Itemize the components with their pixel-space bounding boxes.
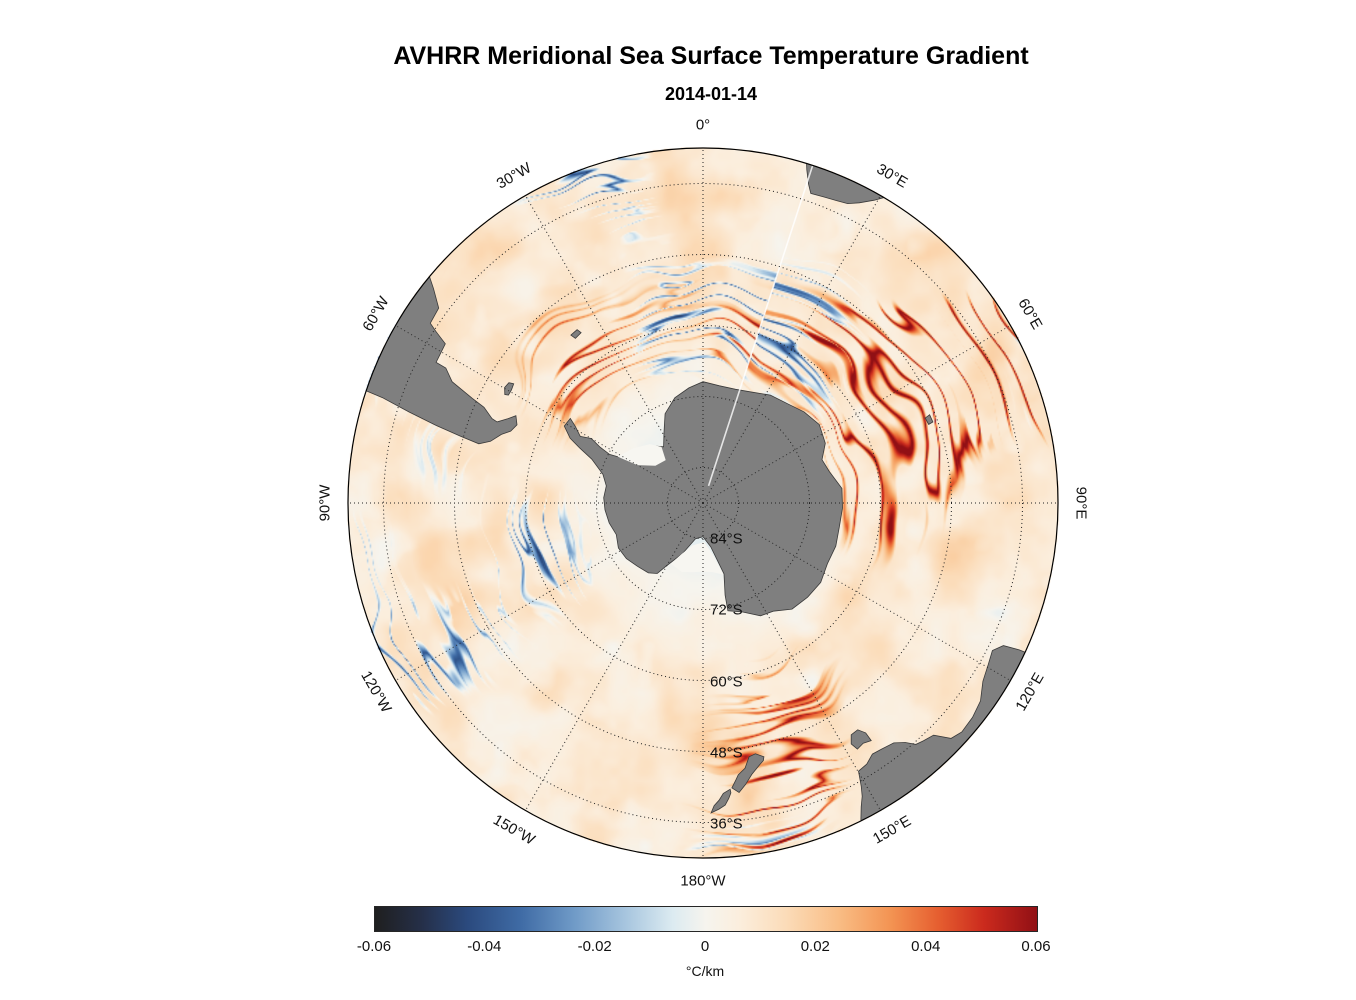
- ice-shelf-ross: [670, 542, 724, 575]
- colorbar-tick--0.04: -0.04: [467, 938, 502, 955]
- land-south-america: [360, 269, 518, 445]
- meridian-label-90E: 90°E: [1072, 486, 1090, 520]
- polar-map: [346, 146, 1060, 860]
- colorbar-tick--0.06: -0.06: [356, 938, 392, 955]
- land-falkland-islands: [504, 382, 515, 396]
- colorbar-gradient: [374, 906, 1038, 932]
- meridian-label-0: 0°: [695, 116, 711, 134]
- colorbar-unit-label: °C/km: [685, 963, 725, 979]
- colorbar-ticks: -0.06 -0.04 -0.02 0 0.02 0.04 0.06: [357, 906, 1051, 966]
- meridian-label-180W: 180°W: [680, 872, 726, 890]
- swath-boundary-line: [707, 165, 814, 487]
- colorbar: -0.06 -0.04 -0.02 0 0.02 0.04 0.06 °C/km: [357, 906, 1051, 986]
- land-australia: [858, 645, 1034, 830]
- graticule-parallel-60S: [525, 325, 881, 681]
- graticule: [348, 148, 1058, 858]
- land-tasmania: [850, 729, 872, 750]
- map-overlay: [347, 147, 1059, 859]
- land-south-georgia: [570, 329, 582, 339]
- graticule-parallel-72S: [596, 396, 810, 610]
- colorbar-tick-0: 0: [700, 938, 710, 955]
- colorbar-tick-0.06: 0.06: [1021, 938, 1051, 955]
- figure-date: 2014-01-14: [664, 84, 758, 104]
- land-new-zealand-south: [731, 753, 765, 794]
- land-kerguelen: [924, 414, 934, 425]
- figure-title: AVHRR Meridional Sea Surface Temperature…: [393, 42, 1029, 70]
- colorbar-tick-0.04: 0.04: [911, 938, 941, 955]
- map-outline: [347, 147, 1059, 859]
- colorbar-tick--0.02: -0.02: [577, 938, 612, 955]
- land-new-zealand-north: [710, 788, 732, 814]
- graticule-parallel-84S: [667, 467, 739, 539]
- land-africa: [805, 154, 900, 205]
- meridian-label-90W: 90°W: [316, 484, 334, 522]
- colorbar-tick-0.02: 0.02: [800, 938, 830, 955]
- graticule-parallel-36S: [383, 183, 1023, 823]
